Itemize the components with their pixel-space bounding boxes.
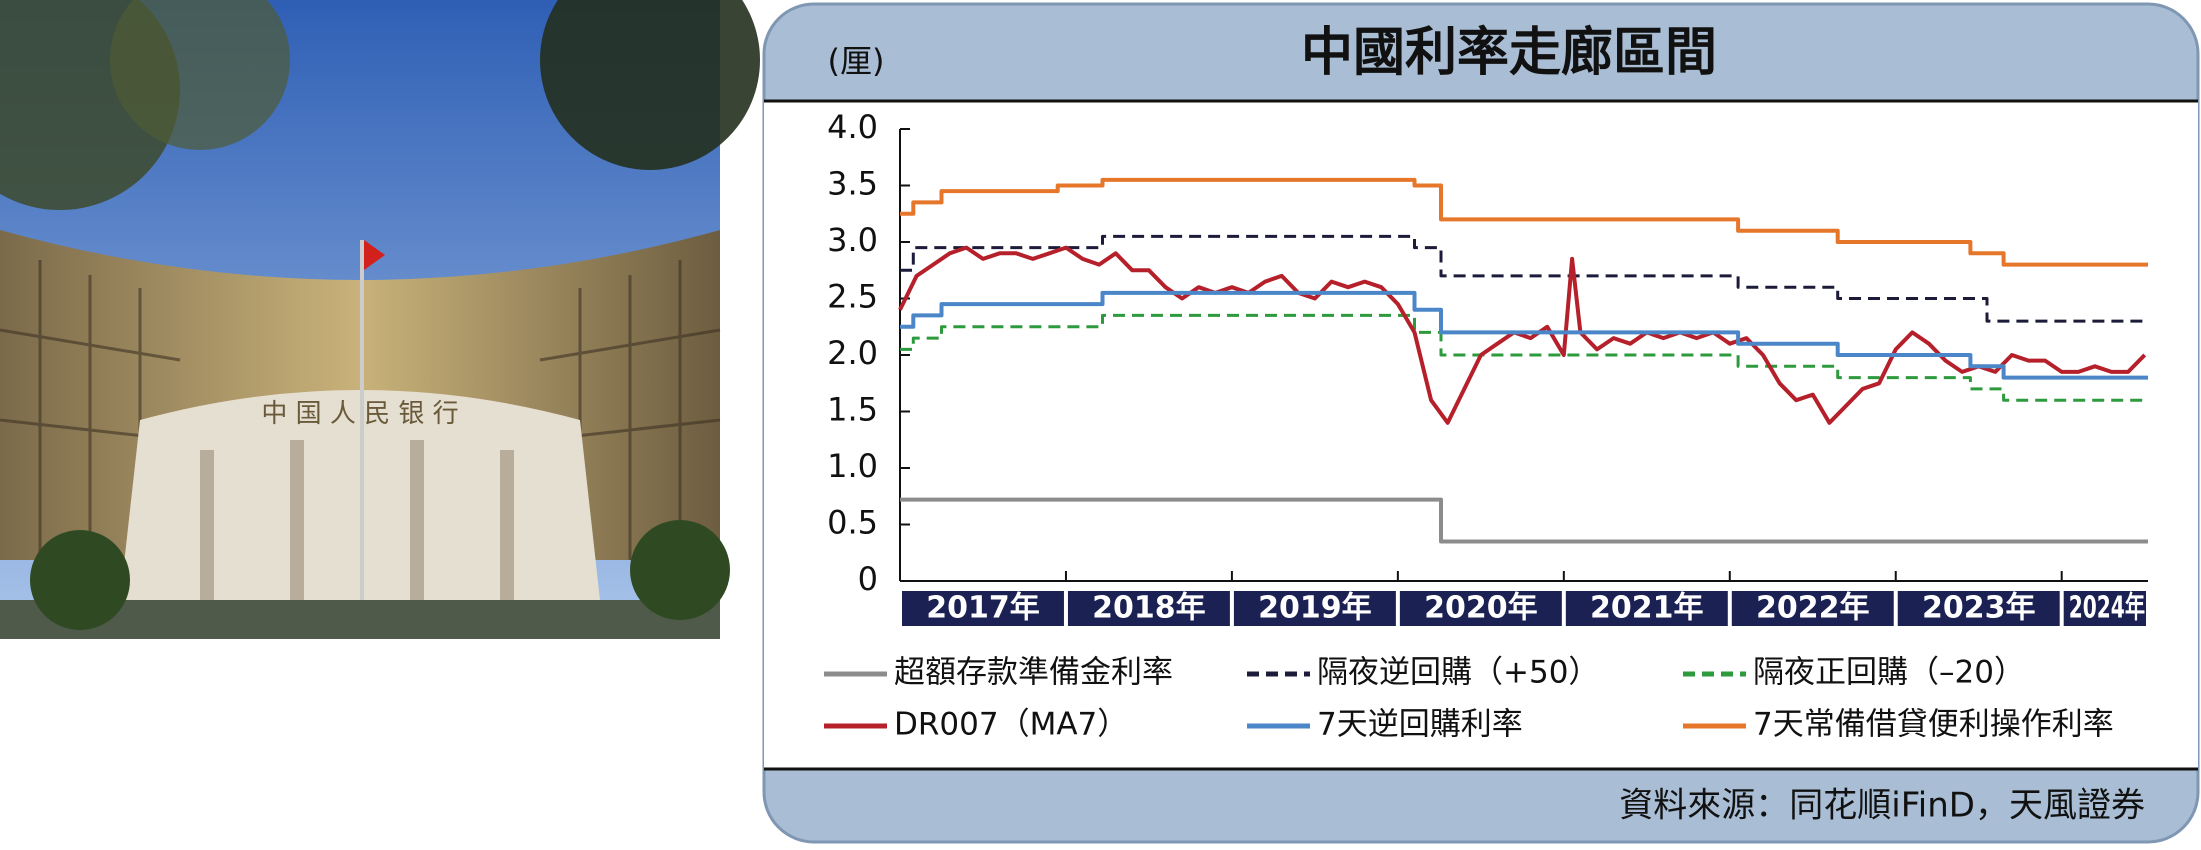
year-band [902, 591, 1064, 626]
y-tick-label: 4.0 [827, 108, 878, 146]
plot-area [764, 101, 2198, 769]
y-tick-label: 1.0 [827, 447, 878, 485]
year-band [1399, 591, 1562, 626]
series-line [898, 245, 2147, 425]
x-tick-label: 2021年 [1590, 591, 1704, 626]
source: 資料來源：同花順iFinD，天風證券 [1619, 786, 2145, 826]
year-band [1067, 591, 1230, 626]
legend-label: DR007（MA7） [894, 707, 1128, 743]
x-tick-label: 2022年 [1756, 591, 1870, 626]
x-tick-label: 2017年 [926, 591, 1040, 626]
y-tick-label: 2.5 [827, 278, 878, 316]
series-line [900, 290, 2148, 380]
photo: 中 国 人 民 银 行 [0, 0, 760, 639]
series-line [900, 177, 2148, 267]
y-tick-label: 3.0 [827, 221, 878, 259]
series-line [900, 234, 2148, 323]
y-tick-label: 1.5 [827, 391, 878, 429]
year-band [1233, 591, 1396, 626]
x-tick-label: 2024年 [2069, 591, 2145, 626]
year-band [1897, 591, 2060, 626]
y-tick-label: 0 [858, 560, 878, 598]
x-tick-label: 2023年 [1922, 591, 2036, 626]
x-tick-label: 2020年 [1424, 591, 1538, 626]
series-line [900, 497, 2148, 544]
x-tick-label: 2018年 [1092, 591, 1206, 626]
y-axis-unit: (厘) [828, 42, 885, 80]
chart-title: 中國利率走廊區間 [1301, 23, 1717, 83]
x-tick-label: 2019年 [1258, 591, 1372, 626]
legend-label: 7天逆回購利率 [1317, 707, 1523, 743]
y-tick-label: 3.5 [827, 165, 878, 203]
legend-label: 超額存款準備金利率 [894, 655, 1173, 691]
year-band [1565, 591, 1728, 626]
legend-label: 隔夜逆回購（+50） [1317, 655, 1599, 691]
legend-label: 隔夜正回購（–20） [1753, 655, 2025, 691]
y-tick-label: 2.0 [827, 334, 878, 372]
chart: 0 0.5 1.0 1.5 2.0 2.5 3.0 3.5 4.0 2017年 2018年 2019年… [824, 108, 2148, 743]
legend-label: 7天常備借貸便利操作利率 [1753, 707, 2114, 743]
year-band [2063, 591, 2146, 626]
year-band [1731, 591, 1894, 626]
y-tick-label: 0.5 [827, 504, 878, 542]
